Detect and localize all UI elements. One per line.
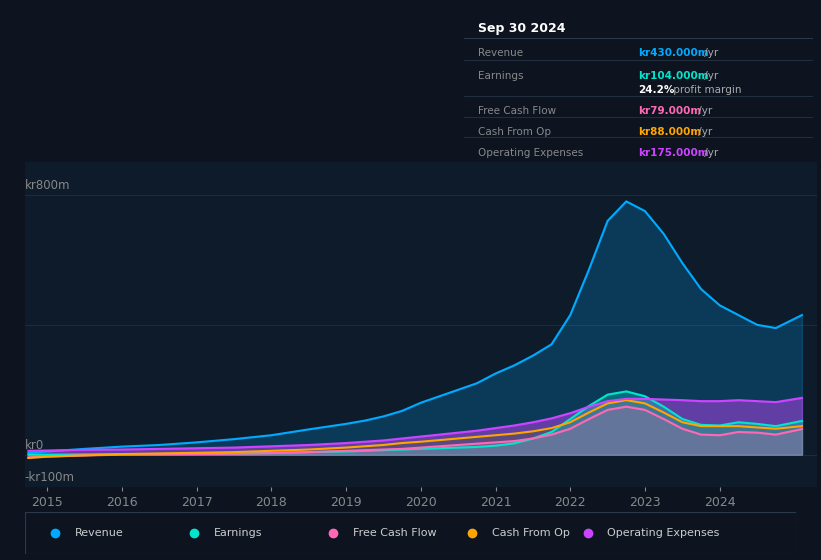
Text: Free Cash Flow: Free Cash Flow <box>353 529 436 538</box>
Text: Revenue: Revenue <box>478 48 523 58</box>
Text: Revenue: Revenue <box>75 529 123 538</box>
Text: kr79.000m: kr79.000m <box>639 106 702 116</box>
Text: Operating Expenses: Operating Expenses <box>478 148 583 158</box>
Text: profit margin: profit margin <box>670 86 741 95</box>
Text: Cash From Op: Cash From Op <box>492 529 570 538</box>
Text: -kr100m: -kr100m <box>25 472 75 484</box>
Text: kr430.000m: kr430.000m <box>639 48 709 58</box>
Text: kr175.000m: kr175.000m <box>639 148 709 158</box>
Text: kr104.000m: kr104.000m <box>639 71 709 81</box>
Text: kr0: kr0 <box>25 439 44 452</box>
Text: Cash From Op: Cash From Op <box>478 127 551 137</box>
Text: 24.2%: 24.2% <box>639 86 675 95</box>
Text: /yr: /yr <box>695 106 712 116</box>
Text: kr800m: kr800m <box>25 179 70 192</box>
Text: /yr: /yr <box>701 48 718 58</box>
Text: Earnings: Earnings <box>478 71 523 81</box>
Text: Operating Expenses: Operating Expenses <box>608 529 720 538</box>
Text: /yr: /yr <box>701 71 718 81</box>
Text: /yr: /yr <box>695 127 712 137</box>
Text: kr88.000m: kr88.000m <box>639 127 702 137</box>
Text: /yr: /yr <box>701 148 718 158</box>
Text: Earnings: Earnings <box>213 529 262 538</box>
Text: Sep 30 2024: Sep 30 2024 <box>478 22 566 35</box>
Text: Free Cash Flow: Free Cash Flow <box>478 106 556 116</box>
